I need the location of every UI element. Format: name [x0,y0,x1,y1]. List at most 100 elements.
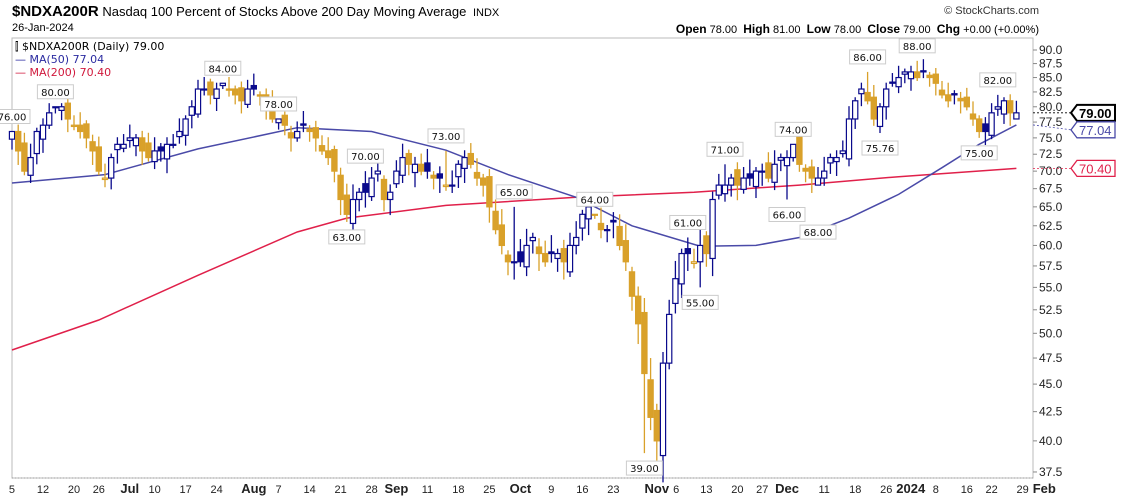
candle [864,71,871,105]
candle [325,137,332,165]
candle-body [318,145,326,152]
candle-body [678,252,685,285]
candle [721,164,729,202]
candle-body [665,313,673,364]
candle-body [8,130,16,140]
candle [851,97,859,129]
annotation-label: 70.00 [346,148,384,164]
candle [907,65,915,91]
annotation-label: 75.00 [960,145,998,161]
x-tick-label: 23 [607,484,619,496]
y-tick-label: 50.0 [1039,326,1063,340]
candle [337,167,344,216]
candle-body [709,198,716,260]
annotation-text: 55.00 [686,298,715,309]
candle [411,156,419,188]
candle [746,159,754,186]
candle-body [349,198,357,225]
candle-body [994,106,1002,110]
candle [182,115,189,146]
candle [213,82,220,112]
annotation-text: 75.00 [965,149,994,160]
symbol-name: Nasdaq 100 Percent of Stocks Above 200 D… [102,4,467,19]
candle [938,80,946,99]
annotation-box [328,229,366,245]
x-tick-label: 11 [819,484,830,496]
candle-body [219,82,226,87]
annotation-box [669,214,707,230]
annotation-label: 66.00 [768,206,806,222]
candle [647,358,654,431]
candle-body [467,152,475,165]
candle [560,239,568,280]
candle-body [907,71,915,80]
candle [808,159,816,193]
candle-body [480,177,487,186]
candle-body [498,224,506,247]
candle-body [356,191,363,201]
annotation-label: 86.00 [849,49,887,65]
annotation-box [576,191,614,207]
candle [665,299,673,370]
candle [870,84,878,126]
candle-body [975,118,983,133]
candle [461,150,468,183]
candle-body [95,146,102,172]
candle [207,78,214,105]
value-tag-box [1069,103,1116,122]
candle-body [808,166,816,179]
candle-body [920,70,927,73]
legend-ma50-label: MA(50) 77.04 [29,53,105,66]
legend: ⫿ $NDXA200R (Daily) 79.00 — MA(50) 77.04… [15,40,164,79]
candle-body [430,174,437,179]
candle-body [64,102,71,120]
candle-body [244,88,251,105]
candle-body [951,93,958,96]
open-label: Open [675,22,707,36]
annotation-box [768,206,806,222]
x-tick-label: 25 [483,484,495,496]
candle [101,163,109,188]
annotation-label: 78.00 [260,96,298,112]
candle-body [913,71,921,79]
candle [225,76,233,97]
candle-body [957,97,964,102]
legend-ma200: — MA(200) 70.40 [15,66,112,79]
annotation-label: 64.00 [576,191,614,207]
candle [913,60,921,81]
annotation-text: 71.00 [711,145,740,156]
candle-body [393,170,400,185]
candle [963,87,971,111]
candle-body [201,88,208,91]
candle-body [876,106,884,128]
candle-body [926,74,933,79]
annotation-label: 68.00 [799,224,837,240]
candle [994,94,1002,116]
candle-body [796,135,803,165]
candle-body [814,177,822,186]
annotation-box [36,84,74,100]
candle-body [988,112,995,136]
candle [696,228,704,288]
candle [436,166,444,193]
candle [951,90,958,105]
symbol: $NDXA200R [12,3,99,20]
candle-body [399,156,406,176]
candle-body [523,244,530,268]
candle [1006,94,1014,126]
candle [535,238,543,272]
candle [901,68,909,84]
candle-body [411,163,419,174]
candle-body [932,73,940,84]
candle-body [597,222,605,231]
candle-body [591,213,599,216]
annotation-text: 84.00 [208,64,237,75]
x-tick-label: 24 [211,484,223,496]
candle [343,183,351,222]
candle [579,209,586,241]
candle-body [535,246,543,255]
candle [256,91,264,106]
candle [616,214,623,251]
candle [926,71,933,87]
candle-body [734,169,741,186]
